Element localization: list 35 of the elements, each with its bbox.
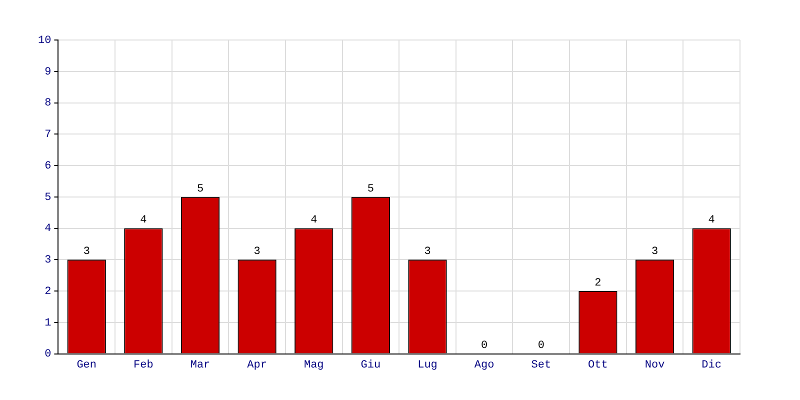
- data-label: 0: [481, 340, 488, 352]
- x-tick-label: Ago: [474, 359, 494, 372]
- data-label: 4: [140, 214, 148, 227]
- data-label: 4: [310, 214, 318, 227]
- data-label: 3: [254, 246, 260, 258]
- x-tick-label: Gen: [76, 359, 97, 372]
- y-tick-label: 9: [44, 66, 52, 78]
- y-tick-label: 7: [44, 129, 52, 142]
- y-tick-label: 8: [44, 98, 52, 110]
- x-tick-label: Mar: [190, 359, 210, 372]
- x-tick-label: Set: [531, 359, 552, 372]
- y-tick-label: 6: [44, 160, 52, 172]
- y-tick-label: 10: [38, 34, 52, 47]
- data-label: 2: [594, 277, 602, 290]
- y-tick-label: 4: [44, 223, 52, 236]
- x-tick-label: Feb: [134, 359, 154, 372]
- y-tick-label: 5: [44, 192, 52, 204]
- y-tick-label: 0: [44, 348, 52, 361]
- y-tick-label: 3: [44, 254, 52, 267]
- data-label: 3: [424, 246, 431, 258]
- x-tick-label: Mag: [304, 359, 324, 372]
- x-tick-label: Nov: [644, 359, 666, 372]
- y-tick-label: 1: [44, 317, 52, 330]
- data-label: 0: [538, 340, 544, 352]
- data-label: 4: [708, 214, 716, 227]
- data-label: 3: [651, 246, 658, 258]
- x-tick-label: Lug: [418, 359, 438, 372]
- x-tick-label: Ott: [588, 359, 608, 372]
- data-label: 5: [367, 183, 374, 196]
- x-tick-label: Giu: [360, 359, 381, 372]
- data-label: 5: [196, 183, 204, 196]
- x-tick-label: Apr: [247, 359, 267, 372]
- x-tick-label: Dic: [702, 359, 722, 372]
- y-tick-label: 2: [44, 286, 52, 298]
- data-label: 3: [83, 246, 90, 258]
